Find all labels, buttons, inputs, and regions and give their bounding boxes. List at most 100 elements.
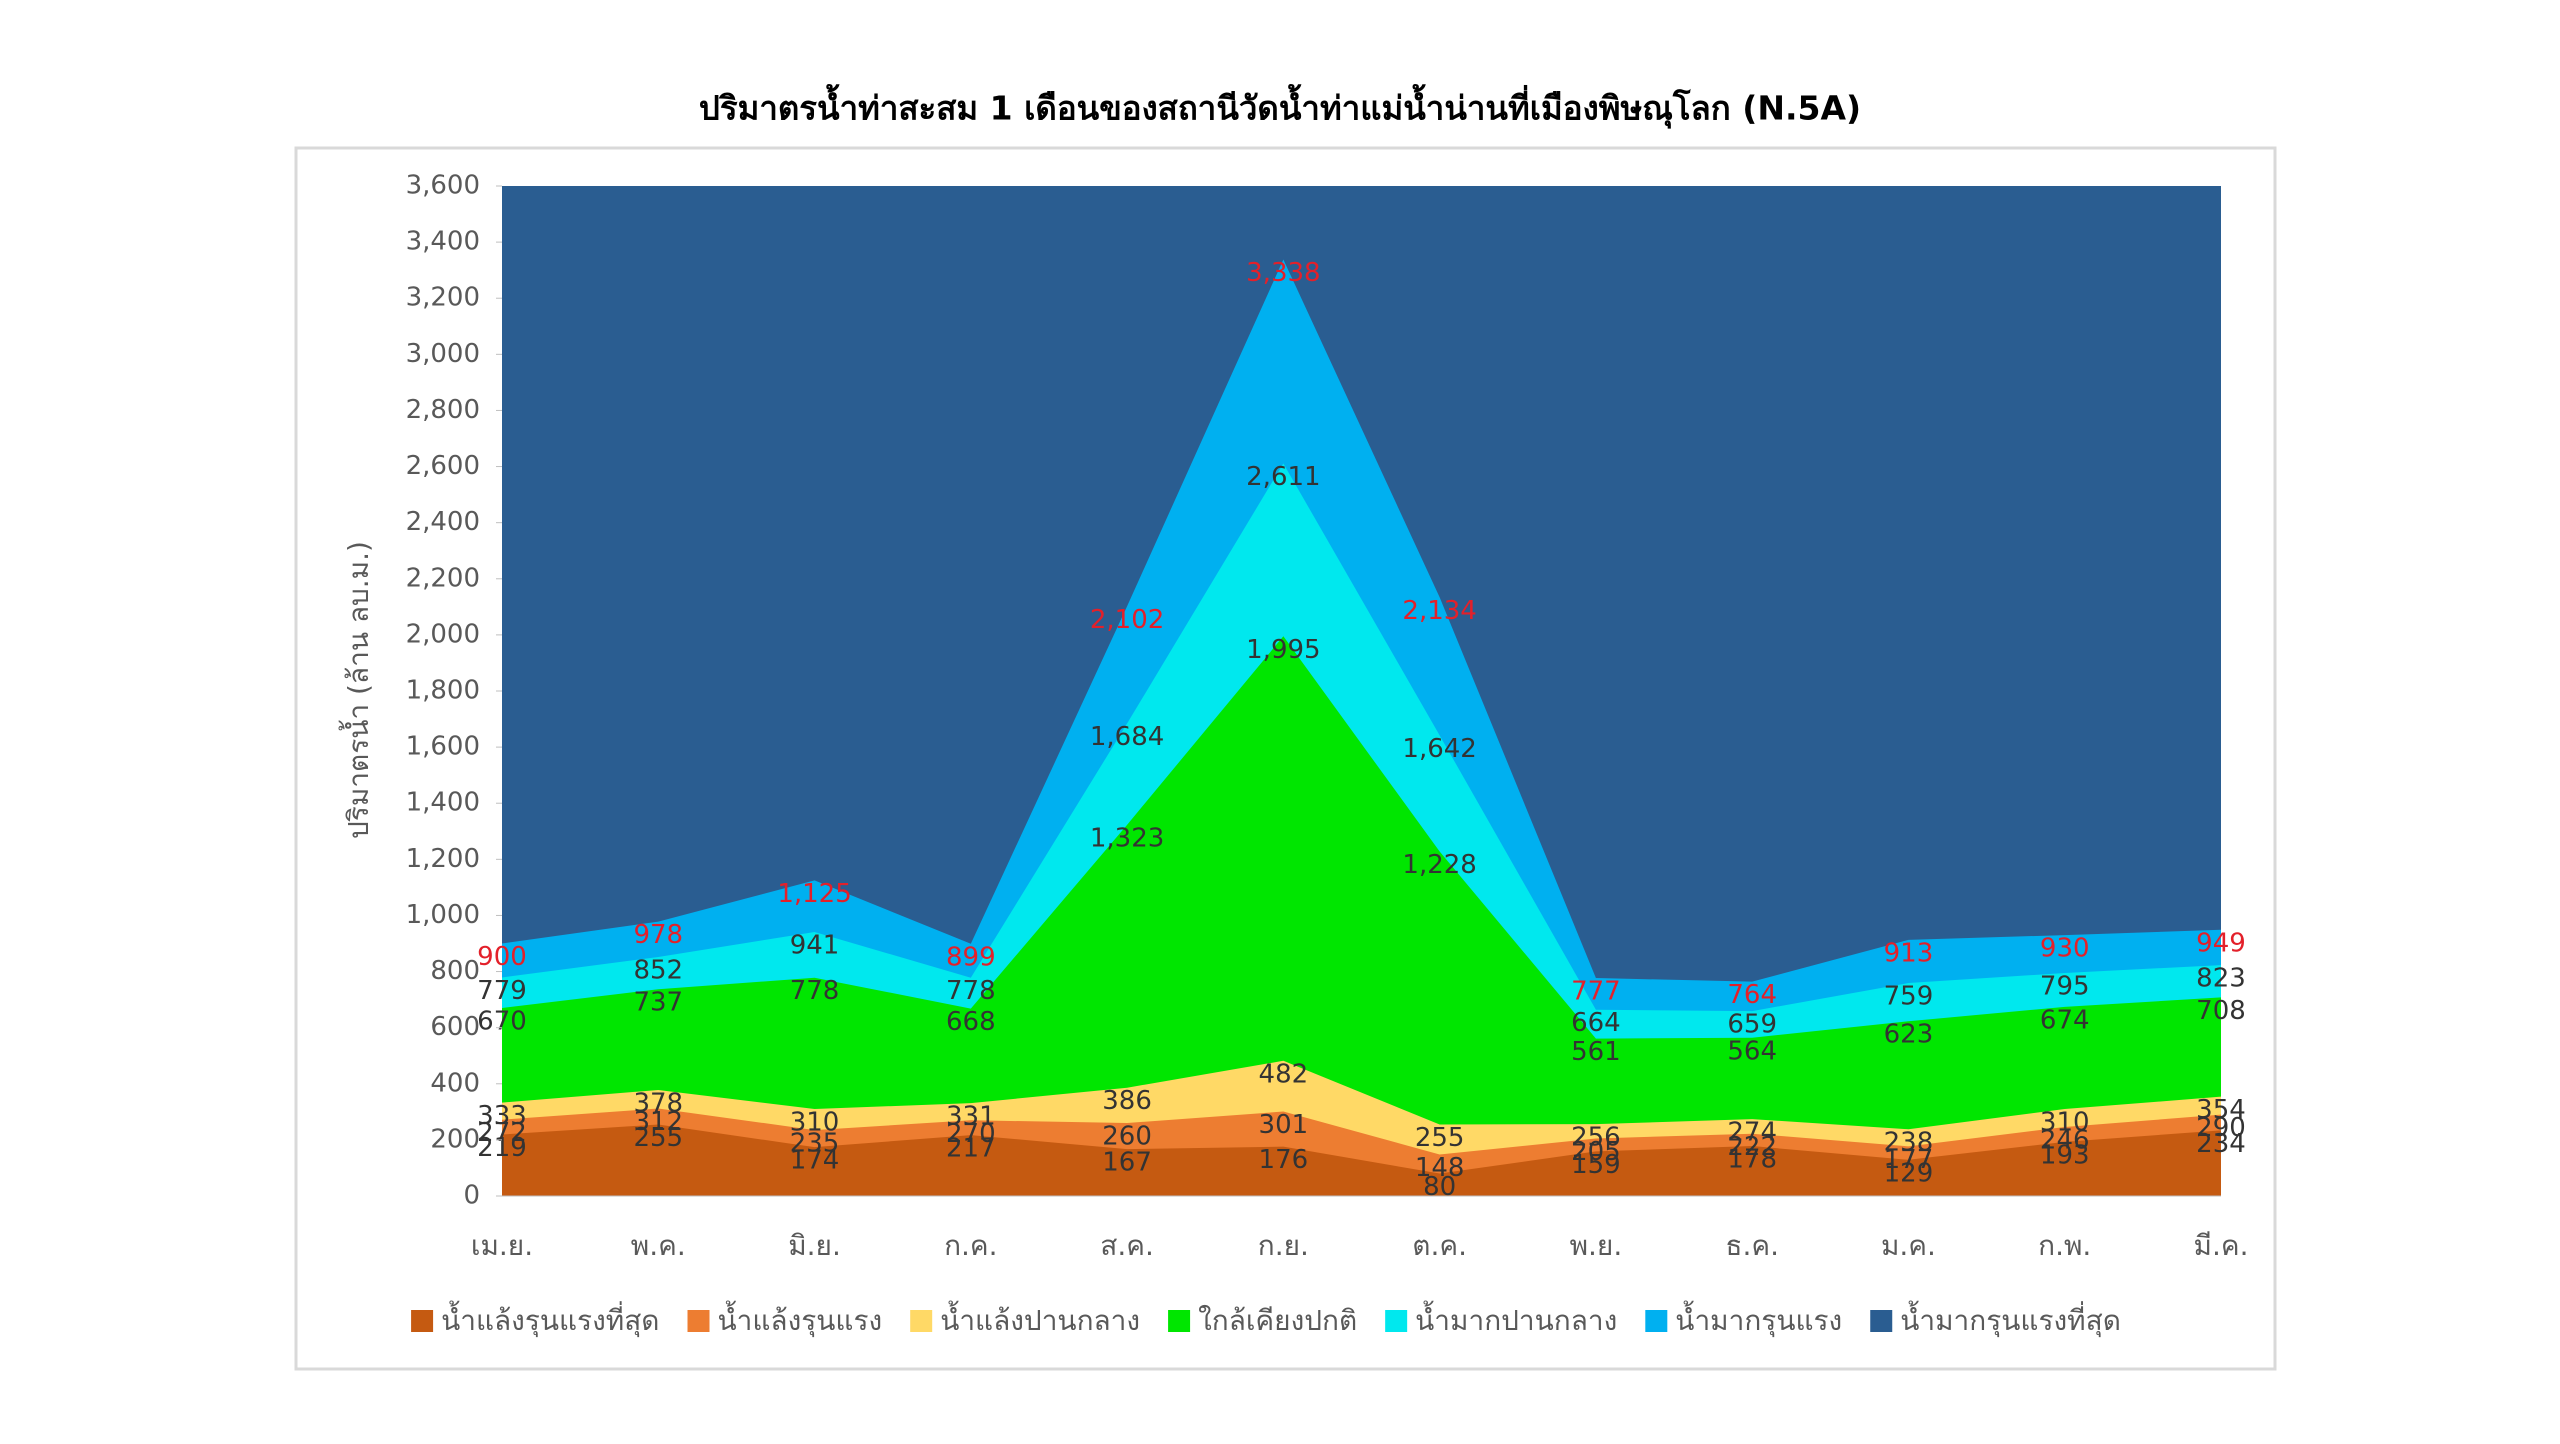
- x-tick-label: มิ.ย.: [788, 1229, 841, 1262]
- data-label: 1,125: [777, 879, 851, 909]
- x-tick-label: ต.ค.: [1412, 1229, 1467, 1262]
- data-label: 174: [790, 1146, 840, 1176]
- y-tick-label: 1,000: [406, 900, 480, 930]
- data-label: 1,684: [1090, 722, 1164, 752]
- data-label: 256: [1571, 1123, 1621, 1153]
- legend-swatch: [687, 1310, 710, 1332]
- y-tick-label: 2,800: [406, 395, 480, 425]
- x-tick-label: เม.ย.: [471, 1229, 533, 1262]
- data-label: 80: [1423, 1172, 1456, 1202]
- y-tick-label: 800: [430, 956, 480, 986]
- y-tick-label: 3,200: [406, 283, 480, 313]
- data-label: 274: [1727, 1118, 1777, 1148]
- data-label: 354: [2196, 1095, 2246, 1125]
- data-label: 482: [1259, 1059, 1309, 1089]
- legend-swatch: [1645, 1310, 1668, 1332]
- x-tick-label: ก.ย.: [1258, 1229, 1309, 1262]
- data-label: 737: [633, 988, 683, 1018]
- y-tick-label: 1,200: [406, 844, 480, 874]
- y-tick-label: 3,600: [406, 171, 480, 201]
- y-tick-label: 2,600: [406, 451, 480, 481]
- data-label: 176: [1259, 1145, 1309, 1175]
- data-label: 664: [1571, 1008, 1621, 1038]
- y-tick-label: 600: [430, 1012, 480, 1042]
- legend-label: น้ำมากรุนแรงที่สุด: [1900, 1300, 2121, 1338]
- data-label: 301: [1259, 1110, 1309, 1140]
- y-tick-label: 200: [430, 1124, 480, 1154]
- legend-label: น้ำแล้งปานกลาง: [940, 1300, 1140, 1337]
- y-tick-label: 2,000: [406, 619, 480, 649]
- data-label: 270: [946, 1119, 996, 1149]
- data-label: 129: [1884, 1158, 1934, 1188]
- data-label: 1,642: [1402, 734, 1476, 764]
- data-label: 331: [946, 1102, 996, 1132]
- x-tick-label: ก.ค.: [944, 1229, 997, 1262]
- data-label: 759: [1884, 982, 1934, 1012]
- data-label: 217: [946, 1134, 996, 1164]
- y-tick-label: 0: [463, 1181, 480, 1211]
- data-label: 234: [2196, 1129, 2246, 1159]
- chart-title: ปริมาตรน้ำท่าสะสม 1 เดือนของสถานีวัดน้ำท…: [699, 84, 1861, 130]
- area: [502, 1124, 2221, 1196]
- data-label: 941: [790, 930, 840, 960]
- data-label: 386: [1102, 1086, 1152, 1116]
- data-label: 238: [1884, 1128, 1934, 1158]
- data-label: 290: [2196, 1113, 2246, 1143]
- x-tick-label: ธ.ค.: [1725, 1229, 1779, 1262]
- data-label: 193: [2040, 1140, 2090, 1170]
- legend-swatch: [910, 1310, 933, 1332]
- data-label: 2,102: [1090, 605, 1164, 635]
- y-tick-label: 3,400: [406, 227, 480, 257]
- data-label: 930: [2040, 934, 2090, 964]
- data-label: 235: [790, 1129, 840, 1159]
- data-label: 3,338: [1246, 258, 1320, 288]
- data-label: 219: [477, 1133, 527, 1163]
- data-label: 778: [946, 976, 996, 1006]
- data-label: 899: [946, 942, 996, 972]
- data-label: 178: [1727, 1145, 1777, 1175]
- data-label: 949: [2196, 928, 2246, 958]
- x-tick-label: ส.ค.: [1100, 1229, 1154, 1262]
- data-label: 222: [1727, 1132, 1777, 1162]
- data-label: 378: [633, 1088, 683, 1118]
- data-label: 978: [633, 920, 683, 950]
- legend-label: น้ำแล้งรุนแรงที่สุด: [441, 1300, 659, 1338]
- y-axis-label: ปริมาตรน้ำ (ล้าน ลบ.ม.): [338, 541, 375, 839]
- data-label: 1,995: [1246, 635, 1320, 665]
- data-label: 260: [1102, 1122, 1152, 1152]
- legend-label: น้ำมากรุนแรง: [1675, 1300, 1842, 1338]
- data-label: 177: [1884, 1145, 1934, 1175]
- y-tick-label: 3,000: [406, 339, 480, 369]
- data-label: 312: [633, 1107, 683, 1137]
- data-label: 777: [1571, 977, 1621, 1007]
- data-label: 310: [2040, 1108, 2090, 1138]
- data-label: 1,323: [1090, 823, 1164, 853]
- data-label: 167: [1102, 1148, 1152, 1178]
- legend-swatch: [411, 1310, 434, 1332]
- legend-swatch: [1385, 1310, 1408, 1332]
- legend-label: น้ำมากปานกลาง: [1415, 1300, 1617, 1337]
- y-tick-label: 1,600: [406, 732, 480, 762]
- legend-label: ใกล้เคียงปกติ: [1198, 1304, 1357, 1337]
- data-label: 272: [477, 1118, 527, 1148]
- x-tick-label: ก.พ.: [2038, 1229, 2091, 1262]
- data-label: 564: [1727, 1036, 1777, 1066]
- data-label: 1,228: [1402, 850, 1476, 880]
- x-tick-label: พ.ย.: [1570, 1229, 1623, 1262]
- y-tick-label: 400: [430, 1068, 480, 1098]
- data-label: 159: [1571, 1150, 1621, 1180]
- data-label: 823: [2196, 964, 2246, 994]
- data-label: 2,611: [1246, 462, 1320, 492]
- data-label: 2,134: [1402, 596, 1476, 626]
- data-label: 246: [2040, 1125, 2090, 1155]
- data-label: 674: [2040, 1005, 2090, 1035]
- data-label: 708: [2196, 996, 2246, 1026]
- data-label: 764: [1727, 980, 1777, 1010]
- data-label: 778: [790, 976, 840, 1006]
- data-label: 852: [633, 955, 683, 985]
- legend-swatch: [1870, 1310, 1893, 1332]
- y-tick-label: 2,200: [406, 563, 480, 593]
- y-tick-label: 1,800: [406, 676, 480, 706]
